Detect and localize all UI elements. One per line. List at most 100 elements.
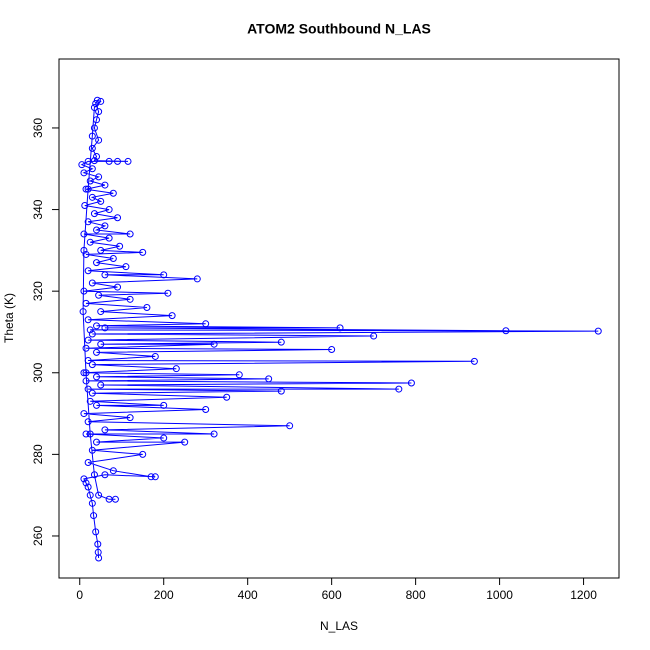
- y-axis-label: Theta (K): [2, 293, 16, 343]
- data-point: [82, 185, 90, 193]
- data-point: [93, 226, 101, 234]
- data-point: [82, 430, 90, 438]
- data-point: [94, 548, 102, 556]
- data-point: [88, 361, 96, 369]
- data-point: [93, 322, 101, 330]
- data-point: [97, 308, 105, 316]
- data-point: [93, 259, 101, 267]
- data-point: [95, 136, 103, 144]
- data-point: [84, 218, 92, 226]
- y-tick-label: 320: [31, 281, 45, 301]
- data-point: [105, 234, 113, 242]
- data-point: [97, 246, 105, 254]
- data-point: [88, 193, 96, 201]
- data-point: [93, 373, 101, 381]
- data-point: [93, 348, 101, 356]
- y-tick-label: 340: [31, 199, 45, 219]
- data-point: [101, 271, 109, 279]
- x-tick-label: 1200: [570, 588, 597, 602]
- y-tick-label: 300: [31, 362, 45, 382]
- x-tick-label: 400: [238, 588, 258, 602]
- data-point: [370, 332, 378, 340]
- data-point: [193, 275, 201, 283]
- data-point: [86, 491, 94, 499]
- data-point: [84, 385, 92, 393]
- data-point: [82, 377, 90, 385]
- data-point: [286, 422, 294, 430]
- data-point: [88, 446, 96, 454]
- data-point: [84, 267, 92, 275]
- data-point: [181, 438, 189, 446]
- x-tick-label: 0: [76, 588, 83, 602]
- data-point: [80, 246, 88, 254]
- data-point: [101, 471, 109, 479]
- data-point: [84, 483, 92, 491]
- data-point: [114, 283, 122, 291]
- data-point: [122, 263, 130, 271]
- data-point: [84, 336, 92, 344]
- y-tick-label: 260: [31, 526, 45, 546]
- data-point: [95, 291, 103, 299]
- data-point: [94, 540, 102, 548]
- data-point: [594, 327, 602, 335]
- data-point: [151, 473, 159, 481]
- data-point: [114, 157, 122, 165]
- data-point: [90, 512, 98, 520]
- chart-title: ATOM2 Southbound N_LAS: [247, 21, 431, 37]
- data-point: [95, 173, 103, 181]
- data-point: [82, 479, 90, 487]
- data-point: [139, 450, 147, 458]
- x-tick-label: 1000: [486, 588, 513, 602]
- data-point: [82, 250, 90, 258]
- data-point: [407, 379, 415, 387]
- data-point: [105, 206, 113, 214]
- data-point: [502, 327, 510, 335]
- data-point: [101, 324, 109, 332]
- data-point: [265, 375, 273, 383]
- data-point: [88, 132, 96, 140]
- data-point: [84, 459, 92, 467]
- data-point: [116, 242, 124, 250]
- data-point: [95, 108, 103, 116]
- data-point: [336, 324, 344, 332]
- data-point: [86, 326, 94, 334]
- data-point: [172, 365, 180, 373]
- y-tick-label: 360: [31, 118, 45, 138]
- data-point: [109, 467, 117, 475]
- data-point: [101, 426, 109, 434]
- data-point: [80, 169, 88, 177]
- data-point: [124, 157, 132, 165]
- data-point: [90, 471, 98, 479]
- data-point: [109, 189, 117, 197]
- data-point: [86, 397, 94, 405]
- data-point: [223, 393, 231, 401]
- data-point: [90, 210, 98, 218]
- data-point: [88, 279, 96, 287]
- data-point: [93, 96, 101, 104]
- data-point: [93, 116, 101, 124]
- data-point: [97, 340, 105, 348]
- data-point: [84, 316, 92, 324]
- data-point: [97, 197, 105, 205]
- data-point: [328, 346, 336, 354]
- data-point: [78, 161, 86, 169]
- data-point: [277, 338, 285, 346]
- data-point: [92, 528, 100, 536]
- data-point: [101, 181, 109, 189]
- data-point: [88, 144, 96, 152]
- data-point: [210, 430, 218, 438]
- data-point: [84, 418, 92, 426]
- data-point: [143, 303, 151, 311]
- data-point: [95, 491, 103, 499]
- data-point: [84, 357, 92, 365]
- data-point: [97, 381, 105, 389]
- data-point: [126, 295, 134, 303]
- data-point: [160, 434, 168, 442]
- data-point: [80, 410, 88, 418]
- data-point: [82, 299, 90, 307]
- data-point: [126, 414, 134, 422]
- data-point: [160, 401, 168, 409]
- data-point: [80, 475, 88, 483]
